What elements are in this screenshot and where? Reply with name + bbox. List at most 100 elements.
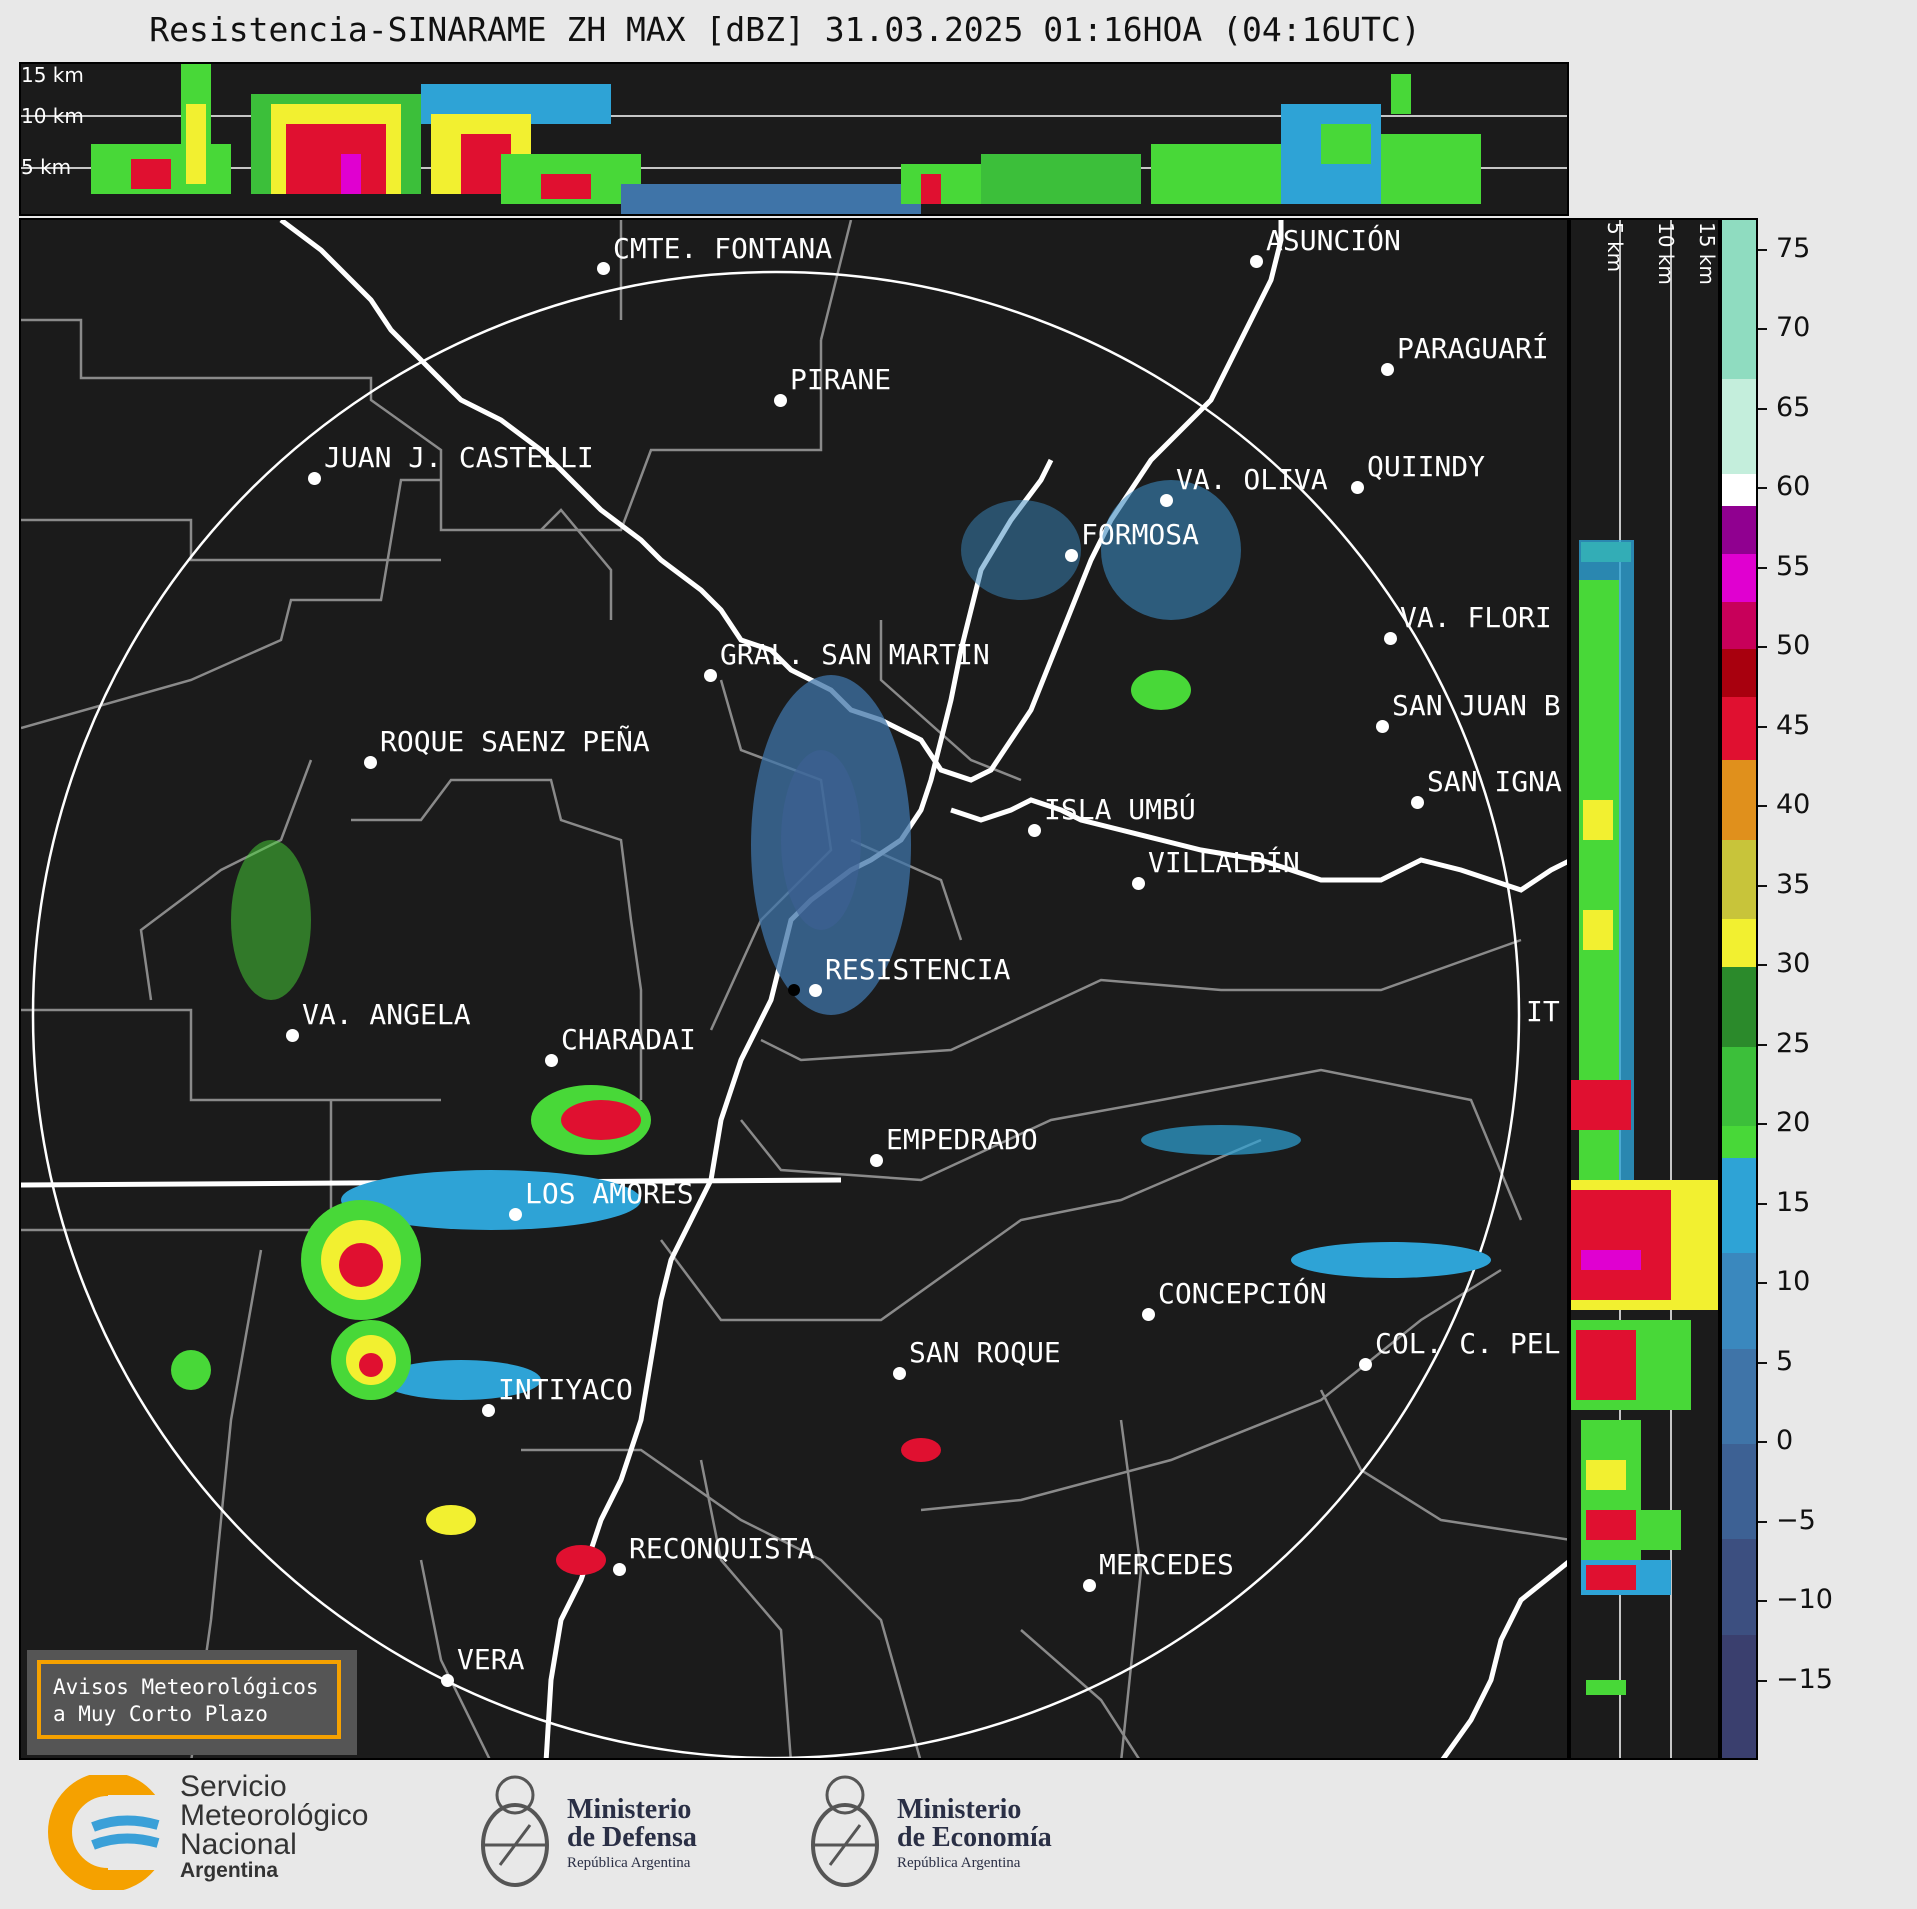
city-label: VA. ANGELA	[302, 998, 471, 1031]
colorbar-tick	[1758, 248, 1767, 251]
chart-title: Resistencia-SINARAME ZH MAX [dBZ] 31.03.…	[149, 10, 1421, 49]
city-dot	[1028, 824, 1041, 837]
city-dot	[308, 472, 321, 485]
colorbar-segment	[1722, 506, 1756, 554]
argentina-coat-of-arms-icon	[811, 1775, 879, 1887]
colorbar-tick	[1758, 646, 1767, 649]
economia-line-2: de Economía	[897, 1822, 1052, 1853]
city-dot	[1160, 494, 1173, 507]
city-dot	[597, 262, 610, 275]
city-dot	[1359, 1358, 1372, 1371]
colorbar-segment	[1722, 220, 1756, 379]
city-dot	[1376, 720, 1389, 733]
defensa-line-1: Ministerio	[567, 1794, 692, 1825]
city-label: SAN JUAN B	[1392, 689, 1561, 722]
defensa-logo-text: Ministerio de Defensa República Argentin…	[567, 1796, 697, 1874]
colorbar-tick	[1758, 1361, 1767, 1364]
colorbar-tick-label: 70	[1776, 312, 1811, 344]
economia-line-3: República Argentina	[897, 1855, 1021, 1871]
smn-line-1: Servicio	[180, 1770, 287, 1803]
city-label: VA. OLIVA	[1176, 463, 1328, 496]
city-dot	[364, 756, 377, 769]
top-cross-section-echoes	[21, 64, 1567, 214]
city-label: ISLA UMBÚ	[1044, 793, 1196, 826]
top-strip-5km-label: 5 km	[21, 155, 72, 179]
city-dot	[1083, 1579, 1096, 1592]
colorbar-segment	[1722, 1444, 1756, 1540]
top-strip-10km-label: 10 km	[21, 104, 84, 128]
colorbar-tick	[1758, 884, 1767, 887]
city-dot	[870, 1154, 883, 1167]
city-label: IT	[1526, 995, 1560, 1028]
city-dot	[613, 1563, 626, 1576]
city-label: ROQUE SAENZ PEÑA	[380, 725, 650, 758]
city-label: JUAN J. CASTELLI	[324, 441, 594, 474]
colorbar-tick-label: 45	[1776, 709, 1811, 741]
colorbar-segment	[1722, 1253, 1756, 1349]
city-dot	[1065, 549, 1078, 562]
colorbar-tick-label: 20	[1776, 1107, 1811, 1139]
top-strip-15km-label: 15 km	[21, 63, 84, 87]
economia-line-1: Ministerio	[897, 1794, 1022, 1825]
city-label: PIRANE	[790, 363, 892, 396]
city-dot	[704, 669, 717, 682]
colorbar-tick-label: 10	[1776, 1266, 1811, 1298]
city-dot	[482, 1404, 495, 1417]
defensa-line-2: de Defensa	[567, 1822, 697, 1853]
city-dot	[1132, 877, 1145, 890]
city-label: VERA	[457, 1643, 525, 1676]
colorbar-tick	[1758, 487, 1767, 490]
colorbar-tick	[1758, 566, 1767, 569]
colorbar-tick	[1758, 1600, 1767, 1603]
colorbar-tick	[1758, 964, 1767, 967]
city-label: CONCEPCIÓN	[1158, 1277, 1327, 1310]
colorbar-tick	[1758, 725, 1767, 728]
colorbar-segment	[1722, 474, 1756, 507]
colorbar-segment	[1722, 1157, 1756, 1254]
city-label: CMTE. FONTANA	[613, 232, 833, 265]
city-label: QUIINDY	[1367, 450, 1486, 483]
radar-map-graphics	[21, 220, 1567, 1758]
smn-line-4: Argentina	[180, 1859, 279, 1882]
city-dot	[1384, 632, 1397, 645]
smn-logo-text: Servicio Meteorológico Nacional Argentin…	[180, 1772, 368, 1883]
city-dot	[1411, 796, 1424, 809]
colorbar-tick-label: 60	[1776, 471, 1811, 503]
side-cross-section-panel: 5 km 10 km 15 km	[1569, 218, 1720, 1760]
colorbar-tick-label: 55	[1776, 550, 1811, 582]
colorbar-segment	[1722, 839, 1756, 920]
warning-box-frame[interactable]: Avisos Meteorológicos a Muy Corto Plazo	[37, 1660, 341, 1739]
colorbar-segment	[1722, 601, 1756, 650]
city-label: RESISTENCIA	[825, 953, 1011, 986]
colorbar-segment	[1722, 1046, 1756, 1127]
colorbar-tick	[1758, 1282, 1767, 1285]
smn-line-3: Nacional	[180, 1828, 297, 1861]
colorbar-tick	[1758, 1202, 1767, 1205]
city-label: SAN ROQUE	[909, 1336, 1061, 1369]
colorbar-segment	[1722, 967, 1756, 1047]
warning-box[interactable]: Avisos Meteorológicos a Muy Corto Plazo	[27, 1650, 357, 1755]
city-dot	[441, 1674, 454, 1687]
city-dot	[509, 1208, 522, 1221]
colorbar-tick-label: 75	[1776, 232, 1811, 264]
range-ring	[31, 270, 1521, 1758]
side-strip-15km-label: 15 km	[1695, 222, 1719, 285]
colorbar-tick	[1758, 1520, 1767, 1523]
colorbar-segment	[1722, 1634, 1756, 1758]
city-dot	[1381, 363, 1394, 376]
side-cross-section-echoes	[1571, 220, 1718, 1758]
colorbar-tick-label: −10	[1776, 1584, 1833, 1616]
colorbar-tick-label: 5	[1776, 1345, 1794, 1377]
colorbar-segment	[1722, 1126, 1756, 1158]
radar-echoes	[171, 480, 1491, 1575]
city-label: RECONQUISTA	[629, 1532, 815, 1565]
colorbar-segment	[1722, 1539, 1756, 1635]
radar-map-panel[interactable]: CMTE. FONTANA ASUNCIÓN PIRANE PARAGUARÍ …	[19, 218, 1569, 1760]
colorbar-segment	[1722, 378, 1756, 475]
colorbar-tick	[1758, 407, 1767, 410]
city-label: FORMOSA	[1081, 518, 1200, 551]
colorbar-tick-label: 30	[1776, 948, 1811, 980]
colorbar-tick-label: 40	[1776, 789, 1811, 821]
city-label: VILLALBÍN	[1148, 846, 1300, 879]
colorbar-tick	[1758, 805, 1767, 808]
